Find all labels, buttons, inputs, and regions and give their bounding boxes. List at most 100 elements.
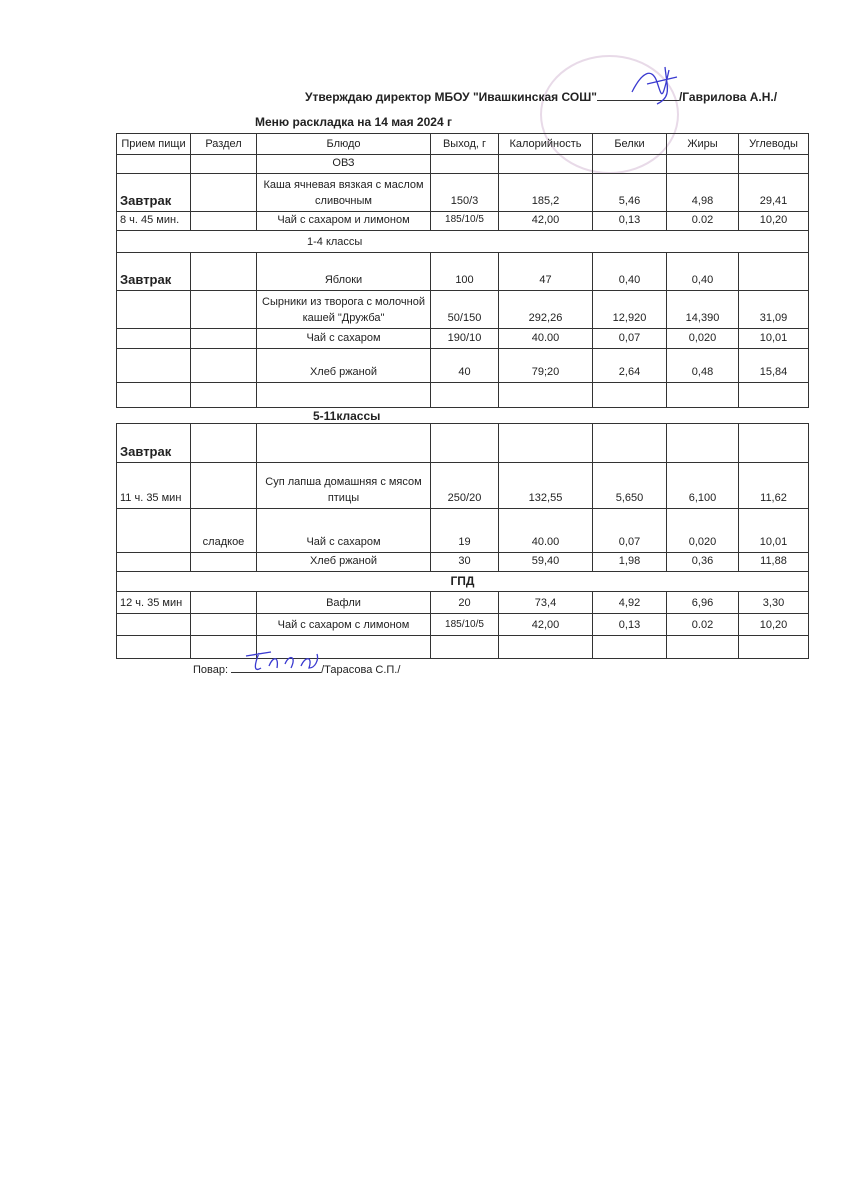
table-row: 8 ч. 45 мин. Чай с сахаром и лимоном 185/1…: [116, 211, 809, 231]
approval-text: Утверждаю директор МБОУ "Ивашкинская СОШ…: [305, 90, 597, 104]
cell-protein: 0,13: [592, 211, 667, 231]
column-header-section: Раздел: [190, 133, 257, 155]
cell-portion: 100: [430, 252, 499, 291]
cell-portion: [430, 382, 499, 408]
cell-portion: [430, 423, 499, 463]
cell-meal-time: [116, 154, 191, 174]
cell-dish: Каша ячневая вязкая с маслом сливочным: [256, 173, 431, 212]
cell-calories: 59,40: [498, 552, 593, 572]
cell-dish: [256, 423, 431, 463]
cell-calories: [498, 154, 593, 174]
cell-protein: 12,920: [592, 290, 667, 329]
cell-meal-time: Завтрак: [116, 423, 191, 463]
cell-fat: [666, 423, 739, 463]
cell-fat: [666, 635, 739, 659]
cell-protein: 1,98: [592, 552, 667, 572]
table-row: Завтрак Каша ячневая вязкая с маслом слив…: [116, 173, 809, 212]
cell-section: [190, 462, 257, 509]
director-signature: [631, 66, 678, 105]
section-row: 1-4 классы: [116, 230, 809, 253]
table-row: 11 ч. 35 мин Суп лапша домашняя с мясом п…: [116, 462, 809, 509]
cell-carbs: 15,84: [738, 348, 809, 383]
column-header-protein: Белки: [592, 133, 667, 155]
cell-meal-time: Завтрак: [116, 173, 191, 212]
cell-meal-time: Завтрак: [116, 252, 191, 291]
cell-section: [190, 348, 257, 383]
column-header-portion: Выход, г: [430, 133, 499, 155]
cell-dish: Хлеб ржаной: [256, 552, 431, 572]
section-row: ГПД: [116, 571, 809, 592]
table-row: сладкое Чай с сахаром 19 40.00 0,07 0,020 10,0…: [116, 508, 809, 553]
cell-protein: [592, 154, 667, 174]
cell-dish: Яблоки: [256, 252, 431, 291]
cell-calories: 42,00: [498, 613, 593, 636]
cell-calories: 132,55: [498, 462, 593, 509]
director-name: /Гаврилова А.Н./: [678, 90, 778, 104]
cell-fat: 0,36: [666, 552, 739, 572]
table-row: Чай с сахаром 190/10 40.00 0,07 0,020 10,01: [116, 328, 809, 349]
cell-protein: [592, 382, 667, 408]
cell-section: [190, 252, 257, 291]
cell-fat: 0,020: [666, 508, 739, 553]
cell-protein: 0,40: [592, 252, 667, 291]
cell-dish: ОВЗ: [256, 154, 431, 174]
cell-section: [190, 154, 257, 174]
table-row: Хлеб ржаной 30 59,40 1,98 0,36 11,88: [116, 552, 809, 572]
cell-portion: 185/10/5: [430, 211, 499, 231]
cell-carbs: 29,41: [738, 173, 809, 212]
cell-carbs: 10,01: [738, 328, 809, 349]
cell-calories: 79;20: [498, 348, 593, 383]
cell-dish: [256, 382, 431, 408]
cell-protein: 0,07: [592, 508, 667, 553]
cell-carbs: [738, 635, 809, 659]
menu-table-1: Прием пищи Раздел Блюдо Выход, г Калорийност…: [116, 133, 809, 408]
cell-fat: 6,100: [666, 462, 739, 509]
cell-calories: 42,00: [498, 211, 593, 231]
cell-portion: 19: [430, 508, 499, 553]
cell-portion: 40: [430, 348, 499, 383]
column-header-fat: Жиры: [666, 133, 739, 155]
cell-portion: 150/3: [430, 173, 499, 212]
cell-meal-time: 11 ч. 35 мин: [116, 462, 191, 509]
cell-carbs: [738, 252, 809, 291]
cell-section: [190, 382, 257, 408]
cell-calories: [498, 382, 593, 408]
cell-dish: Чай с сахаром: [256, 508, 431, 553]
cell-section: [190, 211, 257, 231]
cell-calories: 185,2: [498, 173, 593, 212]
cook-signature: [246, 651, 319, 671]
cell-dish: Чай с сахаром: [256, 328, 431, 349]
cell-portion: 185/10/5: [430, 613, 499, 636]
cell-calories: [498, 423, 593, 463]
cell-portion: 30: [430, 552, 499, 572]
cell-section: [190, 591, 257, 614]
cell-protein: 5,650: [592, 462, 667, 509]
cell-calories: 73,4: [498, 591, 593, 614]
cell-portion: 50/150: [430, 290, 499, 329]
cell-dish: [256, 635, 431, 659]
cook-signature-line: Повар: /Тарасова С.П./: [193, 651, 400, 676]
approval-line: Утверждаю директор МБОУ "Ивашкинская СОШ…: [305, 66, 778, 105]
cell-section: [190, 635, 257, 659]
cell-fat: 4,98: [666, 173, 739, 212]
cell-carbs: [738, 382, 809, 408]
cell-portion: 20: [430, 591, 499, 614]
cell-meal-time: [116, 613, 191, 636]
table-row: Хлеб ржаной 40 79;20 2,64 0,48 15,84: [116, 348, 809, 383]
cell-section: [190, 328, 257, 349]
cell-calories: 292,26: [498, 290, 593, 329]
cell-carbs: 11,62: [738, 462, 809, 509]
cell-portion: 250/20: [430, 462, 499, 509]
page-title: Меню раскладка на 14 мая 2024 г: [255, 115, 452, 129]
table-row: Завтрак: [116, 423, 809, 463]
cook-label: Повар:: [193, 664, 229, 676]
cell-calories: 40.00: [498, 328, 593, 349]
cell-carbs: 10,20: [738, 613, 809, 636]
column-header-carbs: Углеводы: [738, 133, 809, 155]
cell-calories: [498, 635, 593, 659]
cell-section: [190, 173, 257, 212]
table-row: [116, 635, 809, 659]
cell-fat: 0,48: [666, 348, 739, 383]
cell-carbs: 31,09: [738, 290, 809, 329]
cell-calories: 47: [498, 252, 593, 291]
